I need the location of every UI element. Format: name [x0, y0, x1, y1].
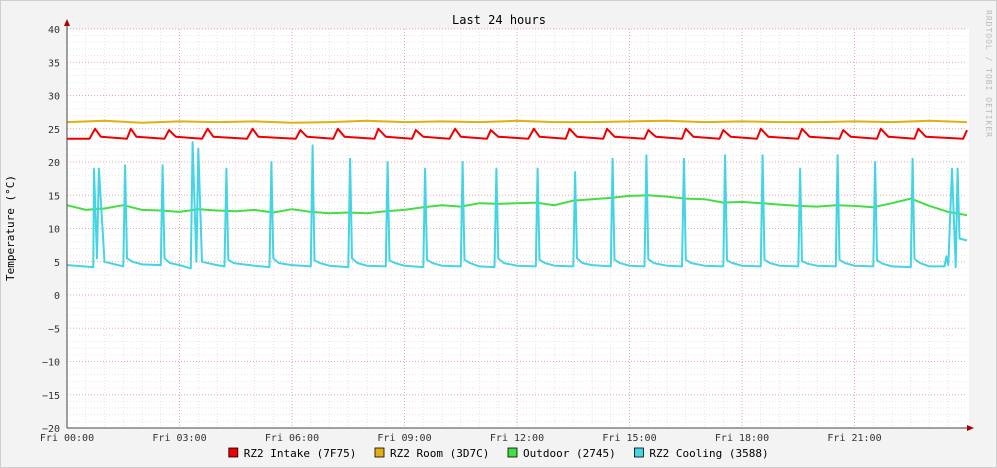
- legend-item: Outdoor (2745): [507, 447, 616, 460]
- legend-swatch: [507, 447, 518, 458]
- legend-swatch: [228, 447, 239, 458]
- y-tick-label: −20: [42, 424, 60, 435]
- legend-item: RZ2 Cooling (3588): [634, 447, 769, 460]
- legend-label: Outdoor (2745): [523, 447, 616, 460]
- y-axis-label: Temperature (°C): [4, 175, 17, 281]
- y-tick-label: −15: [42, 391, 60, 402]
- x-tick-label: Fri 21:00: [827, 433, 881, 444]
- series-line-1: [67, 127, 968, 140]
- y-tick-label: 10: [48, 225, 60, 236]
- x-tick-label: Fri 06:00: [265, 433, 319, 444]
- legend-item: RZ2 Room (3D7C): [374, 447, 489, 460]
- x-tick-label: Fri 18:00: [715, 433, 769, 444]
- series-line-2: [66, 119, 968, 124]
- y-tick-label: 25: [48, 125, 60, 136]
- y-tick-label: 35: [48, 58, 60, 69]
- y-tick-label: 20: [48, 158, 60, 169]
- legend-label: RZ2 Room (3D7C): [390, 447, 489, 460]
- y-tick-label: −5: [48, 324, 60, 335]
- y-tick-label: 30: [48, 92, 60, 103]
- x-axis-arrow: [967, 425, 974, 431]
- y-tick-labels: 40 35 30 25 20 15 10 5 0 −5 −10 −15 −20: [42, 25, 60, 435]
- x-tick-label: Fri 12:00: [490, 433, 544, 444]
- y-tick-label: 40: [48, 25, 60, 36]
- y-tick-label: 5: [54, 258, 60, 269]
- y-tick-label: 0: [54, 291, 60, 302]
- legend: RZ2 Intake (7F75) RZ2 Room (3D7C) Outdoor …: [228, 447, 769, 460]
- series-line-4: [66, 141, 968, 270]
- x-tick-labels: Fri 00:00 Fri 03:00 Fri 06:00 Fri 09:00 Fri …: [40, 433, 882, 444]
- legend-label: RZ2 Cooling (3588): [649, 447, 768, 460]
- legend-label: RZ2 Intake (7F75): [244, 447, 357, 460]
- y-tick-label: −10: [42, 358, 60, 369]
- rrdtool-watermark: RRDTOOL / TOBI OETIKER: [984, 10, 993, 138]
- legend-swatch: [374, 447, 385, 458]
- y-tick-label: 15: [48, 191, 60, 202]
- series-line-3: [66, 194, 968, 217]
- y-axis-arrow: [64, 19, 70, 26]
- major-grid: [66, 28, 967, 429]
- legend-swatch: [634, 447, 644, 458]
- chart-title: Last 24 hours: [452, 13, 546, 27]
- x-tick-label: Fri 09:00: [377, 433, 431, 444]
- legend-item: RZ2 Intake (7F75): [228, 447, 357, 460]
- x-tick-label: Fri 15:00: [602, 433, 656, 444]
- series-layer: [66, 119, 968, 270]
- x-tick-label: Fri 00:00: [40, 433, 94, 444]
- x-tick-label: Fri 03:00: [152, 433, 206, 444]
- axes: [64, 19, 974, 431]
